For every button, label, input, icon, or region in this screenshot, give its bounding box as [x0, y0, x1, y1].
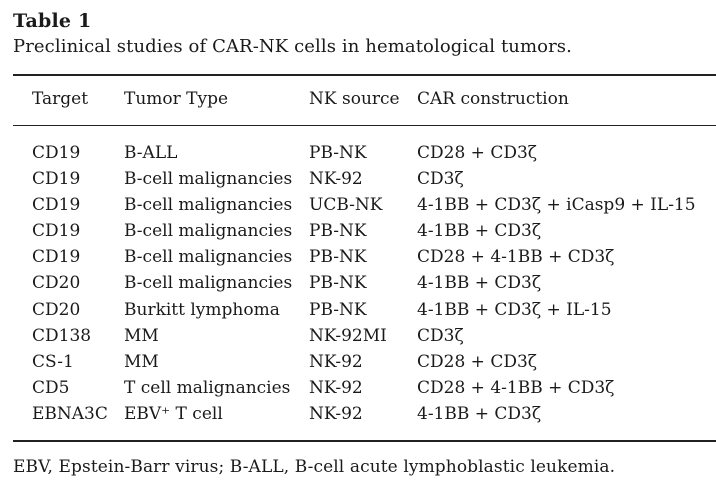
header-tumor-type: Tumor Type [124, 89, 229, 109]
cell-tumor-type: B-ALL [124, 143, 178, 163]
cell-car-construction: 4-1BB + CD3ζ [417, 221, 542, 242]
cell-tumor-type: B-cell malignancies [124, 195, 293, 216]
cell-car-construction: CD3ζ [417, 325, 464, 346]
table-row: CD5 T cell malignancies NK-92 CD28 + 4-1BB … [13, 375, 716, 401]
cell-target: EBNA3C [32, 403, 108, 424]
table-body: CD19 B-ALL PB-NK CD28 + CD3ζ CD19 B-cell mali… [13, 140, 716, 427]
cell-tumor-type: B-cell malignancies [124, 221, 293, 242]
cell-car-construction: CD28 + CD3ζ [417, 351, 537, 372]
cell-nk-source: PB-NK [309, 143, 367, 163]
header-target: Target [32, 89, 89, 109]
table-row: EBNA3C EBV⁺ T cell NK-92 4-1BB + CD3ζ [13, 401, 716, 427]
table-row: CS-1 MM NK-92 CD28 + CD3ζ [13, 349, 716, 375]
table-header: Target Tumor Type NK source CAR construc… [13, 86, 716, 112]
table-footnote: EBV, Epstein-Barr virus; B-ALL, B-cell a… [13, 457, 616, 477]
cell-tumor-type: EBV⁺ T cell [124, 403, 223, 424]
cell-car-construction: 4-1BB + CD3ζ + iCasp9 + IL-15 [417, 195, 696, 216]
cell-nk-source: NK-92 [309, 169, 363, 190]
cell-target: CD5 [32, 377, 70, 398]
table-header-rule [13, 125, 716, 127]
cell-nk-source: PB-NK [309, 299, 367, 320]
cell-tumor-type: T cell malignancies [124, 377, 291, 398]
table-top-rule [13, 74, 716, 76]
table-row: CD19 B-ALL PB-NK CD28 + CD3ζ [13, 140, 716, 166]
table-row: CD138 MM NK-92MI CD3ζ [13, 323, 716, 349]
cell-target: CD20 [32, 273, 81, 294]
cell-tumor-type: Burkitt lymphoma [124, 299, 280, 320]
cell-target: CD19 [32, 221, 81, 242]
table-row: CD19 B-cell malignancies UCB-NK 4-1BB + CD3… [13, 192, 716, 218]
cell-nk-source: PB-NK [309, 221, 367, 242]
cell-nk-source: NK-92 [309, 377, 363, 398]
table-bottom-rule [13, 440, 716, 442]
cell-nk-source: PB-NK [309, 273, 367, 294]
cell-car-construction: 4-1BB + CD3ζ [417, 403, 542, 424]
cell-tumor-type: B-cell malignancies [124, 247, 293, 268]
cell-nk-source: UCB-NK [309, 195, 383, 216]
cell-target: CD20 [32, 299, 81, 320]
cell-target: CS-1 [32, 351, 74, 372]
cell-car-construction: 4-1BB + CD3ζ [417, 273, 542, 294]
cell-car-construction: CD3ζ [417, 169, 464, 190]
table-row: CD19 B-cell malignancies PB-NK CD28 + 4-1BB… [13, 244, 716, 270]
cell-nk-source: NK-92MI [309, 325, 387, 346]
table-row: CD20 Burkitt lymphoma PB-NK 4-1BB + CD3ζ + … [13, 297, 716, 323]
cell-car-construction: 4-1BB + CD3ζ + IL-15 [417, 299, 612, 320]
table-row: CD19 B-cell malignancies PB-NK 4-1BB + CD3ζ [13, 218, 716, 244]
header-nk-source: NK source [309, 89, 400, 109]
cell-target: CD19 [32, 143, 81, 163]
cell-car-construction: CD28 + 4-1BB + CD3ζ [417, 247, 615, 268]
cell-tumor-type: MM [124, 351, 159, 372]
header-car-construction: CAR construction [417, 89, 569, 109]
cell-nk-source: NK-92 [309, 403, 363, 424]
cell-target: CD19 [32, 195, 81, 216]
cell-tumor-type: B-cell malignancies [124, 273, 293, 294]
cell-target: CD19 [32, 169, 81, 190]
cell-car-construction: CD28 + CD3ζ [417, 143, 537, 163]
table-row: CD19 B-cell malignancies NK-92 CD3ζ [13, 166, 716, 192]
cell-tumor-type: B-cell malignancies [124, 169, 293, 190]
cell-nk-source: NK-92 [309, 351, 363, 372]
table-label: Table 1 [13, 10, 92, 32]
table-figure: Table 1 Preclinical studies of CAR-NK ce… [13, 8, 716, 477]
cell-tumor-type: MM [124, 325, 159, 346]
table-caption: Preclinical studies of CAR-NK cells in h… [13, 36, 572, 57]
cell-nk-source: PB-NK [309, 247, 367, 268]
cell-target: CD19 [32, 247, 81, 268]
table-row: CD20 B-cell malignancies PB-NK 4-1BB + CD3ζ [13, 270, 716, 296]
cell-car-construction: CD28 + 4-1BB + CD3ζ [417, 377, 615, 398]
cell-target: CD138 [32, 325, 92, 346]
